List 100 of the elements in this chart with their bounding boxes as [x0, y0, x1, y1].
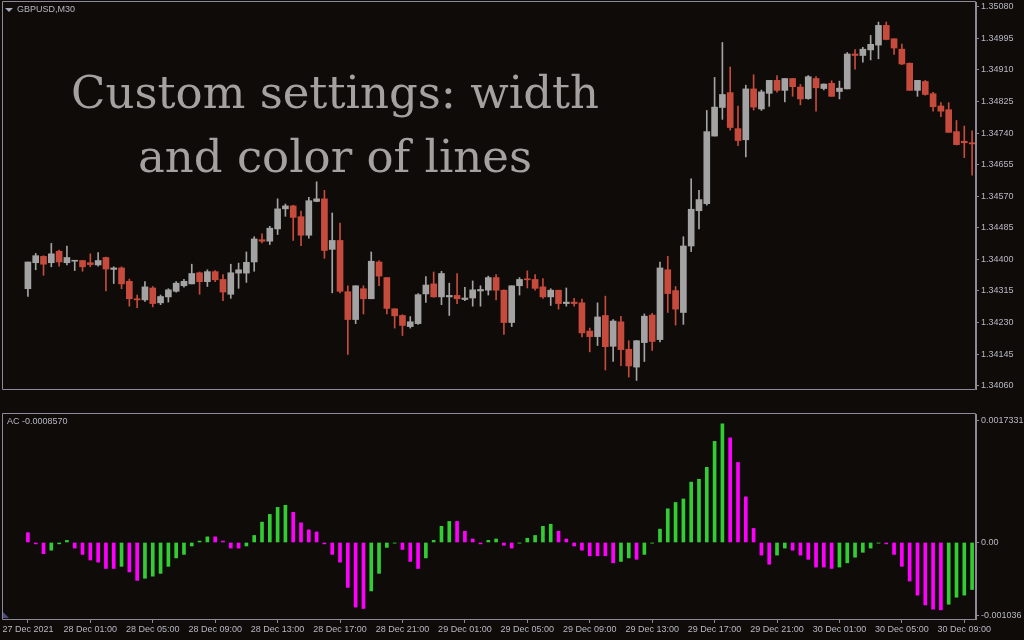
bar [845, 542, 850, 564]
bar [330, 542, 335, 555]
y-tick-label: 1.34315 [981, 285, 1014, 296]
bar [619, 542, 623, 562]
x-tick-label: 29 Dec 17:00 [687, 623, 742, 634]
y-tick-label: 1.34910 [981, 64, 1014, 75]
bar [72, 542, 77, 549]
bar [892, 542, 896, 555]
bar [49, 542, 54, 551]
bar [767, 542, 772, 565]
bar [291, 511, 296, 543]
bar [525, 537, 530, 543]
bar [907, 542, 912, 582]
y-tick-label: 1.34485 [981, 222, 1014, 233]
bar [96, 542, 100, 563]
bar [431, 540, 436, 543]
bar [135, 542, 139, 581]
bar [822, 542, 826, 568]
bar [689, 481, 694, 543]
bar [533, 535, 537, 543]
x-tick-label: 30 Dec 05:00 [875, 623, 929, 634]
bar [213, 536, 218, 543]
bar [338, 542, 342, 563]
bar [697, 478, 701, 543]
y-tick-label: 1.34740 [981, 127, 1014, 138]
bar [306, 529, 311, 543]
x-tick-label: 27 Dec 2021 [2, 623, 54, 634]
candlestick [328, 212, 336, 294]
y-tick-label: 1.34995 [981, 32, 1014, 43]
y-tick-label: 0.0017331 [981, 415, 1024, 426]
bar [174, 542, 178, 559]
bar [541, 526, 545, 543]
bar [228, 542, 233, 549]
y-tick-label: 1.34145 [981, 348, 1014, 359]
bar [189, 542, 194, 547]
y-tick-label: -0.001036 [981, 609, 1022, 620]
bar [743, 496, 748, 543]
bar [704, 467, 709, 543]
bar [572, 542, 576, 547]
annotation: Custom settings: width and color of lines [70, 66, 600, 183]
bar [728, 437, 733, 543]
bar [377, 542, 381, 574]
bar [424, 542, 428, 559]
y-tick-label: 0.00 [981, 536, 999, 547]
x-tick-label: 28 Dec 17:00 [313, 623, 367, 634]
bar [923, 542, 928, 606]
x-tick-label: 30 Dec 09:00 [937, 623, 992, 634]
bar [494, 538, 498, 543]
x-tick-label: 28 Dec 21:00 [375, 623, 430, 634]
candlestick [110, 266, 118, 284]
x-tick-label: 29 Dec 09:00 [562, 623, 617, 634]
y-tick-label: 1.34060 [981, 380, 1014, 391]
chart-title: GBPUSD,M30 [17, 4, 76, 15]
bar [182, 542, 186, 555]
bar [26, 532, 30, 543]
bar [369, 542, 374, 592]
bar [299, 522, 303, 543]
bar [861, 542, 865, 553]
bar [658, 528, 662, 543]
bar [548, 523, 553, 543]
bar [455, 521, 459, 543]
bar [463, 530, 467, 543]
bar [252, 535, 257, 543]
bar [470, 538, 475, 543]
bar [408, 542, 413, 562]
y-tick-label: 1.34570 [981, 190, 1014, 201]
bar [970, 542, 974, 590]
bar [65, 540, 69, 543]
bar [962, 542, 967, 596]
bar [736, 462, 740, 543]
bar [267, 514, 272, 543]
bar [587, 542, 592, 557]
candlestick [812, 76, 820, 112]
x-tick-label: 28 Dec 05:00 [125, 623, 180, 634]
bar [626, 542, 631, 559]
bar [564, 538, 569, 543]
bar [143, 542, 147, 579]
bar [260, 521, 264, 543]
bar [486, 540, 491, 543]
bar [385, 542, 389, 548]
bar [104, 542, 108, 569]
x-tick-label: 30 Dec 01:00 [812, 623, 867, 634]
x-tick-label: 29 Dec 01:00 [438, 623, 492, 634]
bar [806, 542, 811, 560]
bar [150, 542, 155, 577]
x-tick-label: 29 Dec 21:00 [750, 623, 804, 634]
x-tick-label: 29 Dec 13:00 [625, 623, 679, 634]
bar [814, 542, 818, 568]
x-tick-label: 28 Dec 13:00 [250, 623, 305, 634]
bar [665, 508, 670, 543]
y-tick-label: 1.35080 [981, 1, 1014, 12]
bar [853, 542, 857, 558]
candlestick [563, 287, 570, 307]
bar [111, 542, 116, 569]
bar [502, 542, 506, 546]
y-tick-label: 1.34400 [981, 253, 1014, 264]
bar [946, 542, 951, 605]
bar [416, 542, 420, 569]
y-tick-label: 1.34655 [981, 159, 1014, 170]
bar [782, 542, 787, 549]
